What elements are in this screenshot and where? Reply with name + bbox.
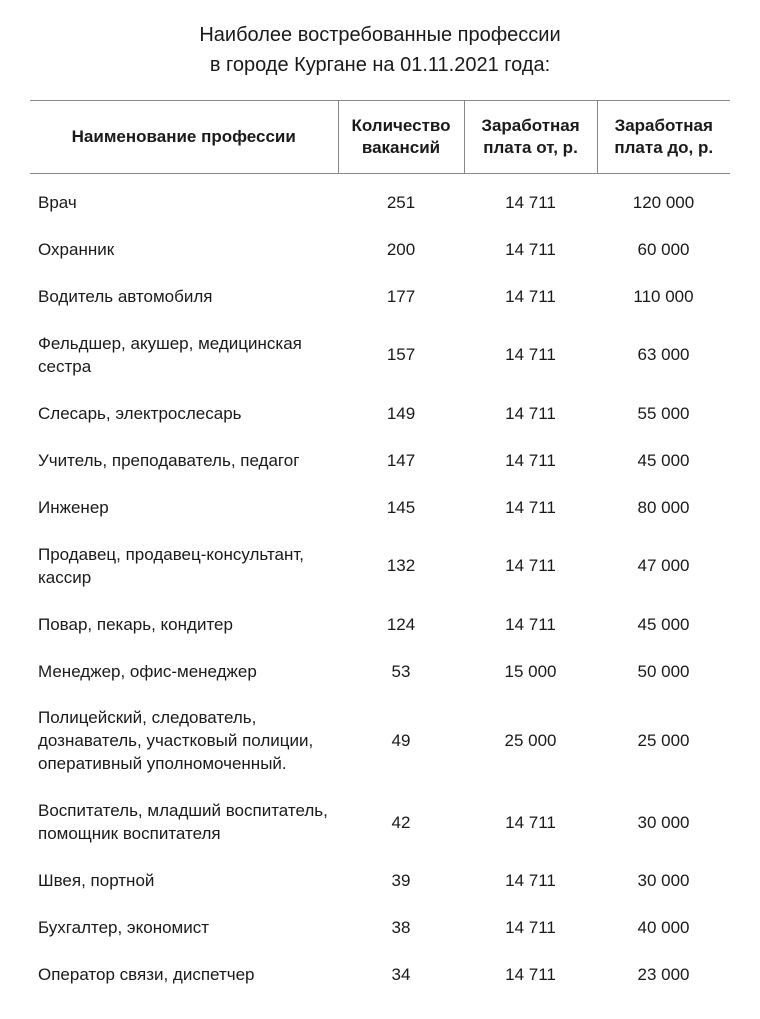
salary-from: 14 711 bbox=[464, 321, 597, 391]
salary-to: 80 000 bbox=[597, 485, 730, 532]
table-row: Воспитатель, младший воспитатель, помощн… bbox=[30, 788, 730, 858]
salary-from: 15 000 bbox=[464, 649, 597, 696]
page-title: Наиболее востребованные профессии в горо… bbox=[30, 20, 730, 80]
vacancies-count: 132 bbox=[338, 532, 464, 602]
salary-to: 50 000 bbox=[597, 649, 730, 696]
salary-to: 63 000 bbox=[597, 321, 730, 391]
profession-name: Полицейский, следователь, дознаватель, у… bbox=[30, 695, 338, 788]
professions-table: Наименование профессии Количество ваканс… bbox=[30, 100, 730, 999]
salary-to: 60 000 bbox=[597, 227, 730, 274]
salary-to: 45 000 bbox=[597, 438, 730, 485]
table-row: Инженер14514 71180 000 bbox=[30, 485, 730, 532]
table-row: Фельдшер, акушер, медицинская сестра1571… bbox=[30, 321, 730, 391]
salary-from: 14 711 bbox=[464, 274, 597, 321]
salary-from: 14 711 bbox=[464, 227, 597, 274]
profession-name: Охранник bbox=[30, 227, 338, 274]
salary-to: 40 000 bbox=[597, 905, 730, 952]
salary-from: 14 711 bbox=[464, 391, 597, 438]
table-row: Охранник20014 71160 000 bbox=[30, 227, 730, 274]
salary-to: 30 000 bbox=[597, 788, 730, 858]
table-row: Продавец, продавец-консультант, кассир13… bbox=[30, 532, 730, 602]
col-header-salary-from: Заработная плата от, р. bbox=[464, 101, 597, 174]
salary-to: 55 000 bbox=[597, 391, 730, 438]
table-row: Учитель, преподаватель, педагог14714 711… bbox=[30, 438, 730, 485]
vacancies-count: 145 bbox=[338, 485, 464, 532]
salary-to: 23 000 bbox=[597, 952, 730, 999]
title-line-1: Наиболее востребованные профессии bbox=[199, 24, 560, 46]
salary-from: 14 711 bbox=[464, 858, 597, 905]
profession-name: Воспитатель, младший воспитатель, помощн… bbox=[30, 788, 338, 858]
profession-name: Учитель, преподаватель, педагог bbox=[30, 438, 338, 485]
table-row: Оператор связи, диспетчер3414 71123 000 bbox=[30, 952, 730, 999]
vacancies-count: 34 bbox=[338, 952, 464, 999]
vacancies-count: 200 bbox=[338, 227, 464, 274]
col-header-salary-to: Заработная плата до, р. bbox=[597, 101, 730, 174]
salary-to: 120 000 bbox=[597, 174, 730, 227]
profession-name: Швея, портной bbox=[30, 858, 338, 905]
table-row: Менеджер, офис-менеджер5315 00050 000 bbox=[30, 649, 730, 696]
vacancies-count: 124 bbox=[338, 602, 464, 649]
table-row: Полицейский, следователь, дознаватель, у… bbox=[30, 695, 730, 788]
table-row: Бухгалтер, экономист3814 71140 000 bbox=[30, 905, 730, 952]
profession-name: Повар, пекарь, кондитер bbox=[30, 602, 338, 649]
title-line-2: в городе Кургане на 01.11.2021 года: bbox=[210, 54, 550, 76]
salary-to: 25 000 bbox=[597, 695, 730, 788]
profession-name: Бухгалтер, экономист bbox=[30, 905, 338, 952]
vacancies-count: 42 bbox=[338, 788, 464, 858]
salary-from: 14 711 bbox=[464, 952, 597, 999]
salary-from: 14 711 bbox=[464, 602, 597, 649]
salary-from: 14 711 bbox=[464, 485, 597, 532]
col-header-name: Наименование профессии bbox=[30, 101, 338, 174]
vacancies-count: 177 bbox=[338, 274, 464, 321]
vacancies-count: 147 bbox=[338, 438, 464, 485]
profession-name: Фельдшер, акушер, медицинская сестра bbox=[30, 321, 338, 391]
salary-from: 14 711 bbox=[464, 174, 597, 227]
vacancies-count: 38 bbox=[338, 905, 464, 952]
vacancies-count: 49 bbox=[338, 695, 464, 788]
table-header-row: Наименование профессии Количество ваканс… bbox=[30, 101, 730, 174]
profession-name: Водитель автомобиля bbox=[30, 274, 338, 321]
salary-from: 14 711 bbox=[464, 532, 597, 602]
vacancies-count: 149 bbox=[338, 391, 464, 438]
profession-name: Менеджер, офис-менеджер bbox=[30, 649, 338, 696]
table-row: Слесарь, электрослесарь14914 71155 000 bbox=[30, 391, 730, 438]
profession-name: Инженер bbox=[30, 485, 338, 532]
salary-to: 30 000 bbox=[597, 858, 730, 905]
salary-to: 47 000 bbox=[597, 532, 730, 602]
salary-from: 14 711 bbox=[464, 905, 597, 952]
table-row: Водитель автомобиля17714 711110 000 bbox=[30, 274, 730, 321]
table-row: Повар, пекарь, кондитер12414 71145 000 bbox=[30, 602, 730, 649]
vacancies-count: 39 bbox=[338, 858, 464, 905]
salary-to: 45 000 bbox=[597, 602, 730, 649]
salary-from: 25 000 bbox=[464, 695, 597, 788]
table-row: Врач25114 711120 000 bbox=[30, 174, 730, 227]
table-row: Швея, портной3914 71130 000 bbox=[30, 858, 730, 905]
salary-to: 110 000 bbox=[597, 274, 730, 321]
col-header-vacancies: Количество вакансий bbox=[338, 101, 464, 174]
salary-from: 14 711 bbox=[464, 788, 597, 858]
vacancies-count: 251 bbox=[338, 174, 464, 227]
salary-from: 14 711 bbox=[464, 438, 597, 485]
profession-name: Слесарь, электрослесарь bbox=[30, 391, 338, 438]
profession-name: Продавец, продавец-консультант, кассир bbox=[30, 532, 338, 602]
profession-name: Врач bbox=[30, 174, 338, 227]
vacancies-count: 53 bbox=[338, 649, 464, 696]
vacancies-count: 157 bbox=[338, 321, 464, 391]
profession-name: Оператор связи, диспетчер bbox=[30, 952, 338, 999]
